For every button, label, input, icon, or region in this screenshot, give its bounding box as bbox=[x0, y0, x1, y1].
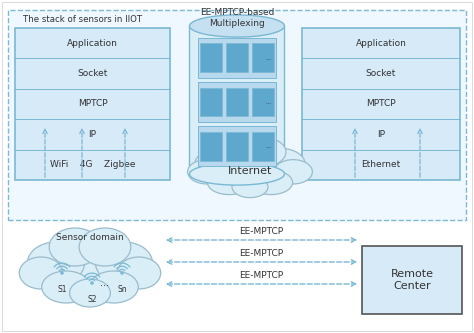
Bar bbox=[15, 28, 170, 180]
Ellipse shape bbox=[42, 271, 91, 303]
Circle shape bbox=[91, 282, 93, 284]
Text: ...: ... bbox=[100, 278, 109, 288]
Bar bbox=[200, 88, 222, 117]
Bar bbox=[252, 132, 274, 161]
Ellipse shape bbox=[27, 242, 84, 284]
Bar bbox=[200, 132, 222, 161]
Circle shape bbox=[121, 272, 123, 274]
Text: IP: IP bbox=[89, 130, 97, 139]
Ellipse shape bbox=[255, 148, 305, 180]
Bar bbox=[8, 10, 466, 220]
Bar bbox=[302, 28, 460, 180]
Bar bbox=[252, 43, 274, 72]
Text: WiFi    4G    Zigbee: WiFi 4G Zigbee bbox=[50, 160, 135, 169]
Ellipse shape bbox=[274, 160, 312, 184]
Text: ...: ... bbox=[265, 144, 272, 150]
Bar bbox=[226, 132, 248, 161]
Text: Socket: Socket bbox=[366, 69, 396, 78]
Text: Socket: Socket bbox=[77, 69, 108, 78]
Text: MPTCP: MPTCP bbox=[78, 100, 107, 109]
Ellipse shape bbox=[19, 257, 63, 289]
Text: Sensor domain: Sensor domain bbox=[56, 233, 124, 242]
Ellipse shape bbox=[70, 279, 110, 307]
Text: EE-MPTCP: EE-MPTCP bbox=[239, 271, 283, 280]
Ellipse shape bbox=[190, 15, 284, 37]
Ellipse shape bbox=[95, 242, 153, 284]
Ellipse shape bbox=[117, 257, 161, 289]
Ellipse shape bbox=[232, 176, 268, 198]
Text: ...: ... bbox=[265, 99, 272, 105]
Ellipse shape bbox=[240, 138, 286, 166]
Ellipse shape bbox=[49, 228, 101, 266]
Ellipse shape bbox=[214, 138, 260, 166]
Ellipse shape bbox=[249, 170, 292, 194]
Ellipse shape bbox=[188, 160, 226, 184]
Ellipse shape bbox=[190, 163, 284, 185]
Text: Internet: Internet bbox=[228, 166, 272, 176]
Ellipse shape bbox=[195, 148, 245, 180]
Ellipse shape bbox=[208, 170, 251, 194]
Text: IP: IP bbox=[377, 130, 385, 139]
Text: EE-MPTCP: EE-MPTCP bbox=[239, 249, 283, 258]
Text: ...: ... bbox=[265, 55, 272, 61]
Text: S1: S1 bbox=[57, 285, 67, 294]
Ellipse shape bbox=[53, 240, 128, 295]
Ellipse shape bbox=[217, 147, 283, 189]
Bar bbox=[252, 88, 274, 117]
Ellipse shape bbox=[89, 271, 138, 303]
Text: EE-MPTCP-based
Multiplexing: EE-MPTCP-based Multiplexing bbox=[200, 8, 274, 28]
Text: The stack of sensors in IIOT: The stack of sensors in IIOT bbox=[23, 15, 142, 24]
Text: MPTCP: MPTCP bbox=[366, 100, 396, 109]
Bar bbox=[198, 82, 276, 122]
Bar bbox=[190, 26, 284, 174]
Bar bbox=[200, 43, 222, 72]
Ellipse shape bbox=[79, 228, 131, 266]
Bar bbox=[226, 43, 248, 72]
Text: EE-MPTCP: EE-MPTCP bbox=[239, 227, 283, 236]
Text: Remote
Center: Remote Center bbox=[391, 269, 434, 291]
Text: Application: Application bbox=[356, 39, 406, 48]
Text: S2: S2 bbox=[87, 295, 97, 304]
Text: Sn: Sn bbox=[117, 285, 127, 294]
Bar bbox=[362, 246, 462, 314]
Circle shape bbox=[61, 272, 63, 274]
Bar bbox=[198, 127, 276, 166]
Bar bbox=[198, 38, 276, 78]
Text: Application: Application bbox=[67, 39, 118, 48]
Text: Ethernet: Ethernet bbox=[361, 160, 401, 169]
Bar bbox=[226, 88, 248, 117]
